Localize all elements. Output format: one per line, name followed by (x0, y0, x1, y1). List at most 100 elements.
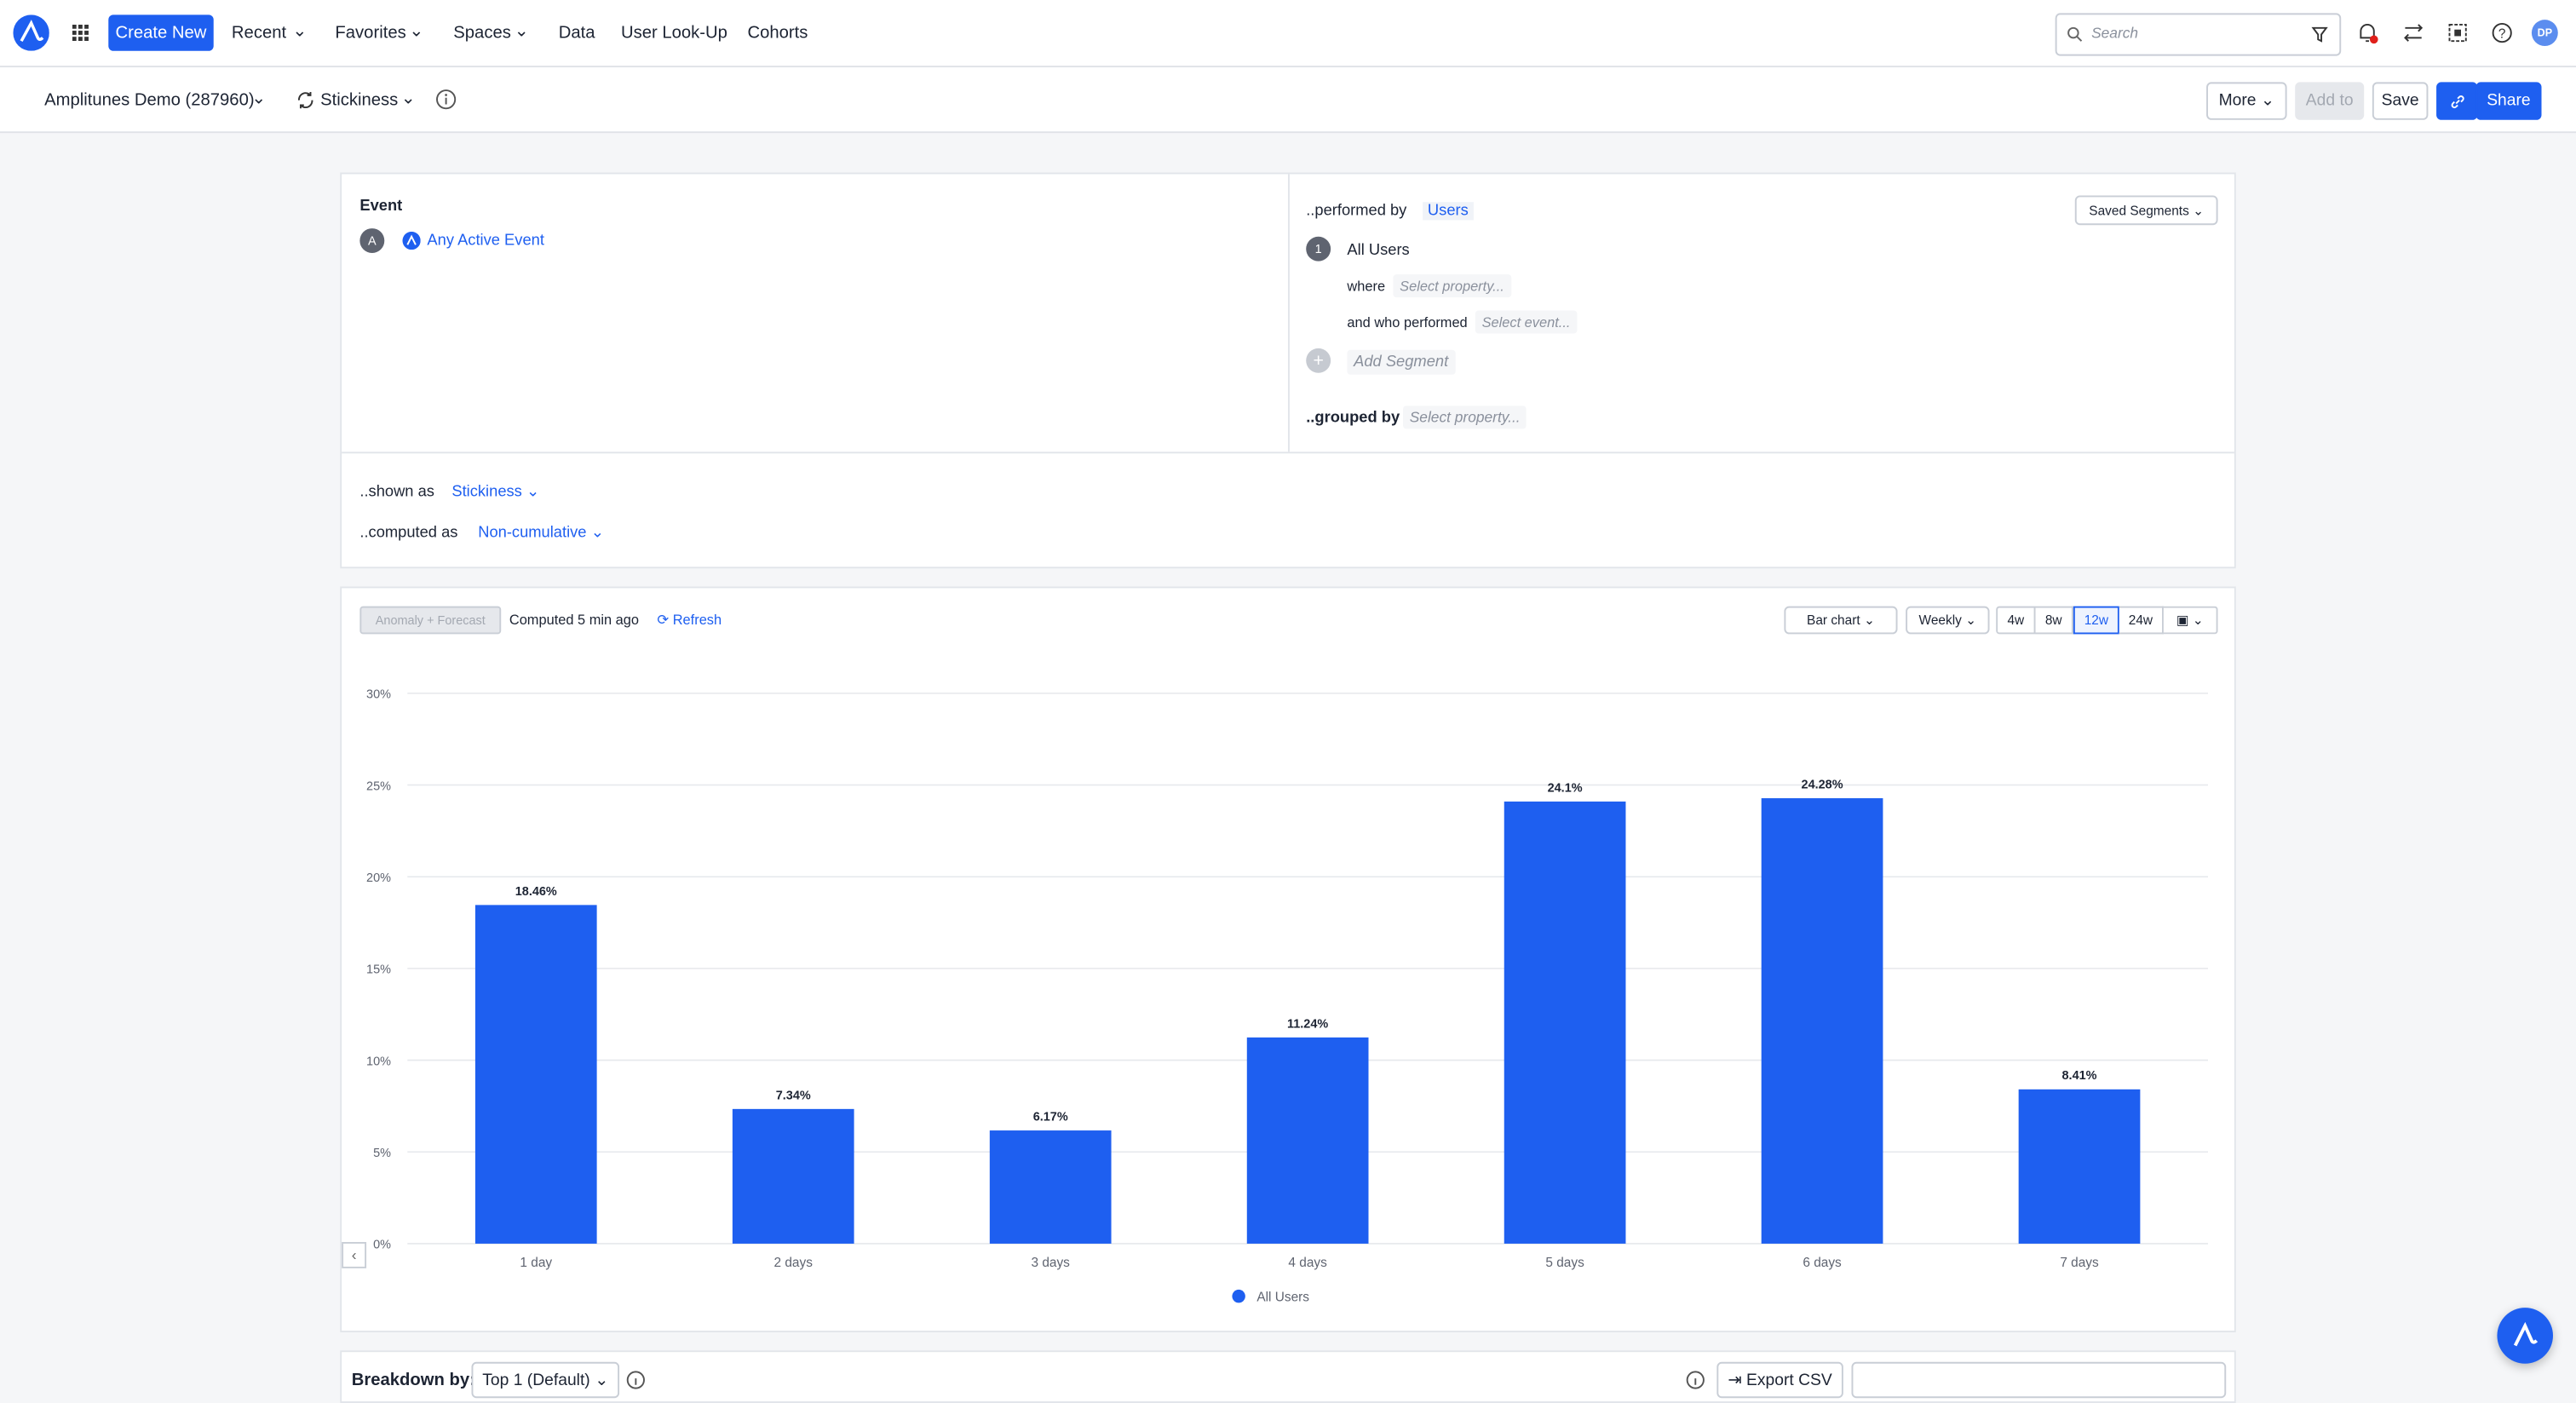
shown-as-value: Stickiness (451, 482, 522, 502)
value-label: 24.1% (1548, 781, 1583, 795)
y-tick-label: 20% (366, 871, 391, 885)
y-tick-label: 30% (366, 688, 391, 702)
where-label: where (1347, 277, 1386, 295)
nav-cohorts[interactable]: Cohorts (747, 22, 808, 43)
menu-favorites[interactable]: Favorites (335, 22, 406, 43)
info-icon[interactable] (435, 89, 457, 110)
shown-as: ..shown as (359, 482, 434, 502)
assistant-button[interactable] (2497, 1308, 2553, 1364)
computed-time: Computed 5 min ago (509, 611, 640, 628)
grouped-by: ..grouped by (1306, 409, 1400, 428)
x-tick-label: 5 days (1545, 1256, 1584, 1270)
calendar-button[interactable]: ▣ ⌄ (2163, 606, 2218, 635)
refresh-button[interactable]: ⟳ Refresh (657, 611, 722, 628)
refresh-label: Refresh (672, 611, 722, 628)
more-button[interactable]: More ⌄ (2206, 82, 2287, 120)
menu-recent[interactable]: Recent (231, 22, 287, 43)
add-icon[interactable]: + (1306, 348, 1331, 373)
y-tick-label: 15% (366, 963, 391, 977)
users-select[interactable]: Users (1423, 202, 1474, 221)
chevron: ⌄ (409, 21, 424, 42)
chevron: ⌄ (251, 89, 267, 109)
query-panel: Event A Any Active Event ..performed by … (340, 172, 2236, 569)
anomaly-button[interactable]: Anomaly + Forecast (359, 606, 502, 635)
bar (1246, 1037, 1369, 1244)
chart-type-select[interactable]: Stickiness (320, 90, 399, 111)
link-button[interactable] (2436, 82, 2478, 120)
value-label: 6.17% (1033, 1110, 1068, 1124)
divider (1287, 174, 1290, 452)
range-button[interactable]: 12w (2073, 606, 2119, 635)
add-to-button[interactable]: Add to (2295, 82, 2365, 120)
info-icon[interactable] (1686, 1370, 1705, 1389)
event-name[interactable]: Any Active Event (427, 231, 544, 250)
apps-icon[interactable] (72, 24, 89, 42)
logo[interactable] (13, 14, 49, 51)
filter-icon[interactable] (2311, 26, 2328, 43)
nav-user-lookup[interactable]: User Look-Up (620, 22, 727, 43)
breakdown-label: Breakdown by: (351, 1370, 475, 1390)
value-label: 8.41% (2062, 1069, 2097, 1083)
x-tick-label: 2 days (774, 1256, 814, 1270)
bar (474, 905, 597, 1244)
breakdown-select[interactable]: Top 1 (Default) ⌄ (471, 1361, 620, 1399)
help-icon[interactable]: ? (2491, 21, 2514, 44)
grid-icon[interactable] (2447, 21, 2470, 44)
scroll-left[interactable]: ‹ (342, 1241, 367, 1268)
bar (2018, 1089, 2141, 1244)
divider (342, 451, 2234, 454)
property-select[interactable]: Select property... (1393, 274, 1511, 298)
bar (732, 1108, 854, 1244)
range-button[interactable]: 24w (2119, 606, 2164, 635)
event-heading: Event (359, 197, 403, 216)
event-select[interactable]: Select event... (1475, 310, 1578, 334)
chevron: ⌄ (292, 21, 308, 42)
x-tick-label: 3 days (1031, 1256, 1070, 1270)
computed-as-select[interactable]: Non-cumulative ⌄ (478, 524, 604, 543)
avatar[interactable]: DP (2531, 20, 2558, 46)
legend-label: All Users (1256, 1290, 1309, 1304)
range-button[interactable]: 4w (1996, 606, 2036, 635)
save-button[interactable]: Save (2372, 82, 2429, 120)
menu-spaces[interactable]: Spaces (453, 22, 511, 43)
chevron: ⌄ (400, 89, 416, 109)
sync-icon[interactable] (2402, 21, 2425, 44)
y-tick-label: 5% (373, 1147, 391, 1160)
value-label: 7.34% (776, 1089, 811, 1102)
top-nav: Create New Recent ⌄ Favorites ⌄ Spaces ⌄… (0, 0, 2576, 68)
segment-name[interactable]: All Users (1347, 241, 1410, 260)
segment-number: 1 (1306, 236, 1331, 262)
add-segment[interactable]: Add Segment (1347, 349, 1455, 375)
more-label: More (2218, 91, 2257, 111)
y-tick-label: 25% (366, 779, 391, 793)
search-box[interactable]: Search (2055, 13, 2342, 56)
export-button[interactable]: ⇥ Export CSV (1716, 1361, 1843, 1399)
info-icon[interactable] (626, 1370, 646, 1389)
notifications-icon[interactable] (2356, 21, 2379, 44)
value-label: 18.46% (515, 885, 557, 899)
bar (989, 1130, 1112, 1244)
bar (1761, 798, 1883, 1244)
create-button[interactable]: Create New (108, 14, 214, 51)
project-select[interactable]: Amplitunes Demo (287960) (44, 90, 255, 111)
breakdown-bar: Breakdown by: Top 1 (Default) ⌄ ⇥ Export… (340, 1350, 2236, 1403)
range-button[interactable]: 8w (2035, 606, 2073, 635)
chart-panel: Anomaly + Forecast Computed 5 min ago ⟳ … (340, 586, 2236, 1333)
share-button[interactable]: Share (2475, 82, 2542, 120)
chart-kind-select[interactable]: Bar chart ⌄ (1784, 606, 1898, 635)
toolbar: Amplitunes Demo (287960) ⌄ Stickiness ⌄ … (0, 67, 2576, 134)
saved-segments[interactable]: Saved Segments ⌄ (2074, 195, 2218, 226)
interval-select[interactable]: Weekly ⌄ (1906, 606, 1990, 635)
interval: Weekly (1918, 612, 1962, 628)
event-icon (402, 231, 421, 250)
y-tick-label: 10% (366, 1055, 391, 1068)
computed-as: ..computed as (359, 524, 458, 543)
shown-as-select[interactable]: Stickiness ⌄ (451, 482, 540, 502)
group-select[interactable]: Select property... (1402, 405, 1527, 429)
breakdown-search[interactable] (1851, 1361, 2227, 1399)
nav-data[interactable]: Data (558, 22, 595, 43)
stickiness-icon (298, 91, 313, 109)
value-label: 11.24% (1287, 1017, 1328, 1031)
